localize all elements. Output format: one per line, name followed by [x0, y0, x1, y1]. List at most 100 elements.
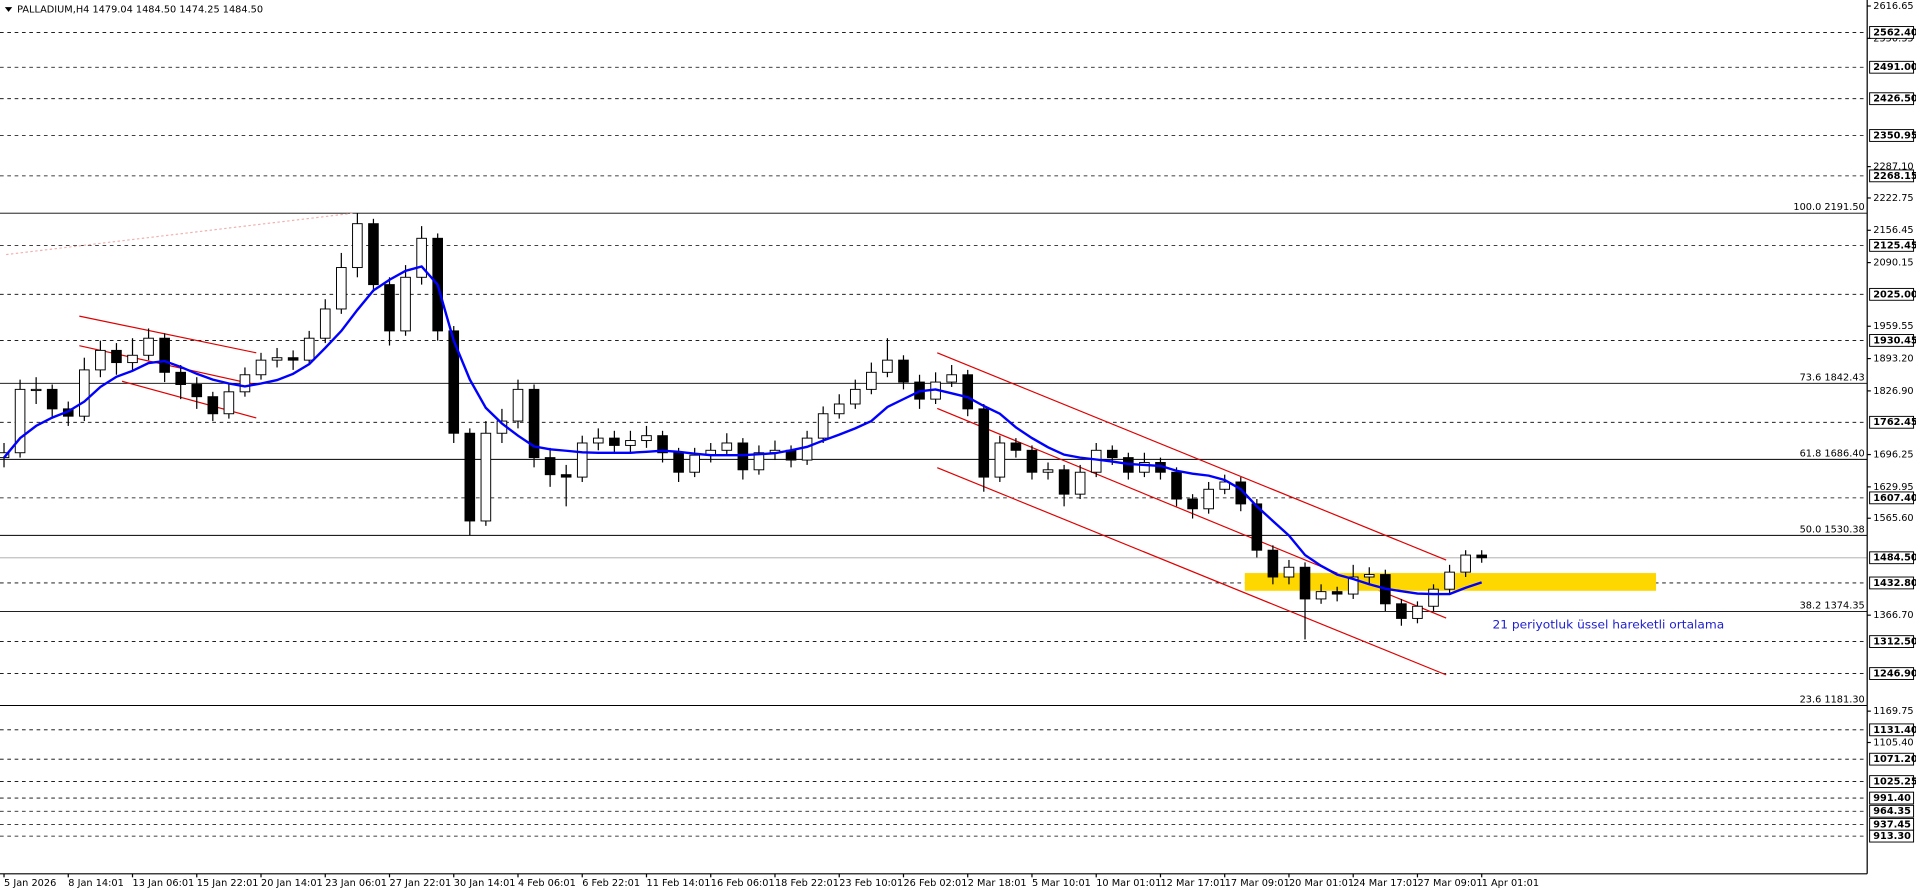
candle-body — [1460, 554, 1471, 573]
fib-label: 38.2 1374.35 — [1800, 601, 1865, 612]
level-label: 1432.80 — [1873, 578, 1916, 589]
candle-body — [207, 396, 219, 415]
level-label: 2426.50 — [1873, 94, 1916, 105]
channel-line — [937, 467, 1447, 676]
fib-label: 23.6 1181.30 — [1800, 695, 1865, 706]
candle-body — [994, 442, 1006, 478]
annotation: 21 periyotluk üssel hareketli ortalama — [1493, 618, 1725, 632]
level-box — [1869, 635, 1915, 648]
x-tick-label: 16 Feb 06:01 — [711, 878, 775, 888]
x-tick-label: 20 Mar 01:01 — [1289, 878, 1354, 888]
level-box — [1869, 415, 1915, 429]
level-box — [1869, 791, 1915, 805]
candle-body — [287, 357, 299, 361]
candle-body — [673, 452, 684, 473]
level-label: 913.30 — [1873, 831, 1911, 842]
candle-body — [14, 388, 26, 454]
y-tick-label: 1169.75 — [1873, 706, 1913, 717]
candle-body — [464, 432, 476, 522]
x-tick-label: 30 Jan 14:01 — [454, 878, 516, 888]
x-tick-label: 23 Jan 06:01 — [325, 878, 387, 888]
candle-body — [30, 388, 42, 392]
candle-body — [737, 442, 749, 471]
fib-label: 100.0 2191.50 — [1793, 202, 1864, 213]
candle-body — [609, 437, 620, 446]
candle-body — [111, 349, 122, 364]
x-tick-label: 17 Mar 09:01 — [1225, 878, 1290, 888]
level-label: 1131.40 — [1873, 725, 1916, 736]
candle-body — [0, 452, 10, 459]
candle-body — [866, 371, 877, 390]
candle-body — [1139, 462, 1150, 473]
candle-body — [1412, 605, 1423, 619]
candle-body — [1251, 503, 1263, 551]
x-tick-label: 6 Feb 22:01 — [582, 878, 640, 888]
candle-body — [1010, 442, 1022, 451]
candle-body — [480, 432, 492, 522]
ema-line — [3, 265, 1483, 596]
x-tick-label: 10 Mar 01:01 — [1096, 878, 1161, 888]
x-tick-label: 4 Feb 06:01 — [518, 878, 576, 888]
y-tick-label: 1893.20 — [1873, 354, 1913, 365]
candle-body — [1106, 449, 1118, 459]
candle-body — [849, 388, 861, 405]
y-tick-label: 2090.15 — [1873, 258, 1913, 269]
price-box — [1869, 551, 1915, 565]
candle-body — [223, 391, 235, 415]
candle-body — [175, 371, 187, 385]
level-label: 964.35 — [1873, 806, 1911, 817]
candle-body — [127, 354, 138, 364]
level-box — [1869, 239, 1915, 252]
candle-body — [1396, 603, 1407, 619]
candles-layer — [0, 213, 1488, 640]
candle-body — [657, 435, 668, 454]
x-tick-label: 26 Feb 02:01 — [903, 878, 967, 888]
candle-body — [962, 374, 974, 410]
candle-body — [1428, 588, 1439, 607]
candle-body — [1363, 574, 1375, 578]
level-label: 1312.50 — [1873, 637, 1916, 648]
candle-body — [1219, 481, 1231, 490]
menu-arrow[interactable] — [4, 7, 13, 12]
level-label: 2350.95 — [1873, 131, 1916, 142]
level-label: 1762.45 — [1873, 417, 1916, 428]
candle-body — [978, 408, 990, 478]
chart-title: PALLADIUM,H4 1479.04 1484.50 1474.25 148… — [17, 5, 263, 16]
level-box — [1869, 60, 1915, 74]
level-label: 2562.40 — [1873, 28, 1916, 39]
candle-body — [1042, 469, 1054, 473]
candle-body — [368, 223, 379, 286]
level-box — [1869, 129, 1915, 142]
x-tick-label: 12 Mar 17:01 — [1160, 878, 1225, 888]
candle-body — [882, 359, 893, 373]
candle-body — [1074, 471, 1086, 495]
candle-body — [801, 437, 813, 461]
candle-body — [336, 267, 347, 310]
level-label: 1246.90 — [1873, 669, 1916, 680]
x-tick-label: 5 Mar 10:01 — [1032, 878, 1091, 888]
fib-label: 73.6 1842.43 — [1800, 372, 1865, 383]
channel-line — [79, 315, 257, 354]
candle-body — [753, 452, 765, 471]
candle-body — [319, 308, 331, 339]
x-tick-label: 18 Feb 22:01 — [775, 878, 839, 888]
candle-body — [528, 388, 540, 459]
candle-body — [159, 337, 170, 373]
candle-body — [416, 237, 427, 278]
y-tick-label: 1696.25 — [1873, 450, 1913, 461]
candle-body — [1299, 566, 1311, 600]
level-box — [1869, 169, 1915, 183]
level-label: 2025.00 — [1873, 289, 1916, 300]
x-tick-label: 23 Feb 10:01 — [839, 878, 903, 888]
candle-body — [191, 384, 203, 398]
candle-body — [1058, 469, 1070, 495]
candle-body — [625, 440, 636, 446]
level-label: 1607.40 — [1873, 493, 1916, 504]
level-label: 937.45 — [1873, 819, 1911, 830]
candle-body — [946, 374, 957, 383]
level-label: 1071.20 — [1873, 754, 1916, 765]
candle-body — [1187, 498, 1198, 510]
x-tick-label: 2 Mar 18:01 — [968, 878, 1027, 888]
